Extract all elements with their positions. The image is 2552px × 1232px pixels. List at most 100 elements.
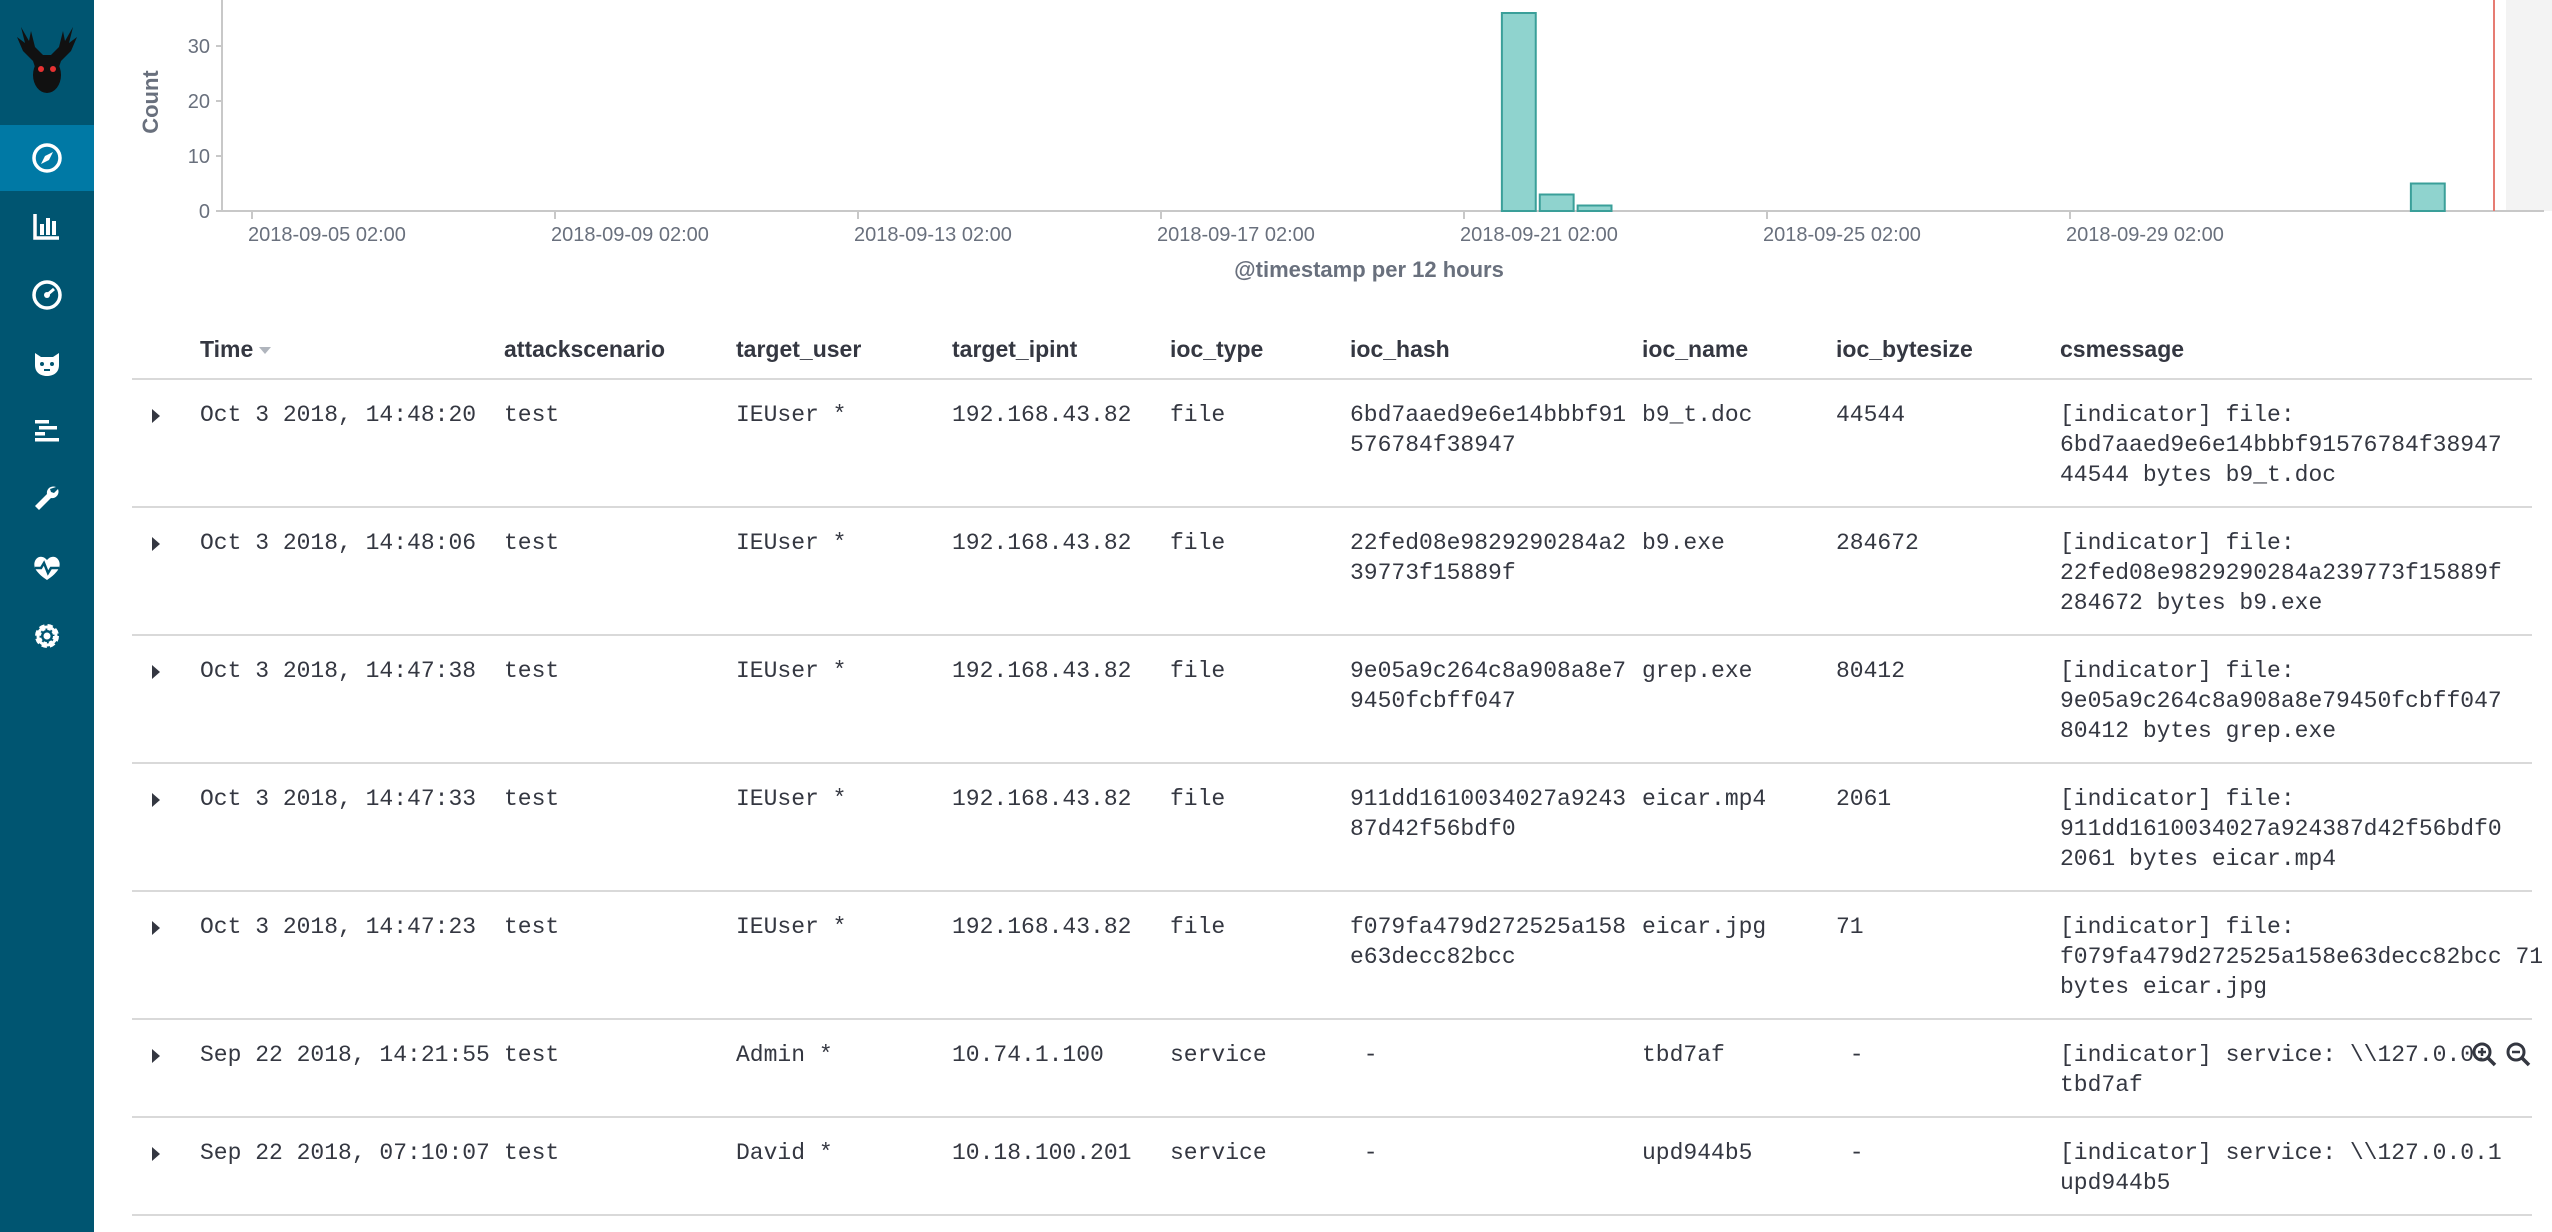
x-tick-label: 2018-09-17 02:00 bbox=[1157, 224, 1315, 246]
expand-row-arrow-icon[interactable] bbox=[152, 537, 160, 551]
cell-target-user: IEUser * bbox=[736, 658, 847, 684]
x-tick-label: 2018-09-09 02:00 bbox=[551, 224, 709, 246]
cell-csmessage: [indicator] file: 22fed08e9829290284a239… bbox=[2060, 530, 2502, 616]
expand-row-arrow-icon[interactable] bbox=[152, 1049, 160, 1063]
sidebar-item-wrench[interactable] bbox=[0, 466, 94, 532]
column-header-label: attackscenario bbox=[504, 336, 666, 362]
expand-row-arrow-icon[interactable] bbox=[152, 921, 160, 935]
cell-ioc-type: service bbox=[1170, 1042, 1267, 1068]
y-tick-label: 0 bbox=[199, 201, 210, 223]
cell-ioc-bytesize: 71 bbox=[1836, 914, 1864, 940]
filter-out-value-zoom-out-icon[interactable] bbox=[2504, 1040, 2532, 1068]
cell-target-user: IEUser * bbox=[736, 914, 847, 940]
heartbeat-icon bbox=[34, 556, 60, 580]
cell-csmessage: [indicator] service: \\127.0.0.1 upd944b… bbox=[2060, 1140, 2502, 1196]
table-row: Oct 3 2018, 14:47:38 test IEUser * 192.168.… bbox=[132, 636, 2532, 764]
cell-ioc-hash: 6bd7aaed9e6e14bbbf91 576784f38947 bbox=[1350, 402, 1627, 458]
cell-target-user: IEUser * bbox=[736, 786, 847, 812]
cell-ioc-bytesize: 80412 bbox=[1836, 658, 1906, 684]
column-header-time[interactable]: Time bbox=[200, 336, 272, 363]
column-header-label: ioc_bytesize bbox=[1836, 336, 1973, 362]
cell-ioc-bytesize: 2061 bbox=[1836, 786, 1892, 812]
column-header-label: Time bbox=[200, 336, 254, 362]
column-header-ioc-type[interactable]: ioc_type bbox=[1170, 336, 1263, 363]
cell-attackscenario: test bbox=[504, 530, 560, 556]
cell-ioc-name: b9_t.doc bbox=[1642, 402, 1753, 428]
sidebar-item-visualize-bar-chart[interactable] bbox=[0, 193, 94, 259]
cell-time: Sep 22 2018, 07:10:07 bbox=[200, 1140, 490, 1166]
cell-csmessage: [indicator] file: 911dd1610034027a924387… bbox=[2060, 786, 2502, 872]
cell-time: Oct 3 2018, 14:47:23 bbox=[200, 914, 477, 940]
x-tick-label: 2018-09-29 02:00 bbox=[2066, 224, 2224, 246]
deer-head-icon bbox=[17, 27, 77, 93]
cell-target-ipint: 192.168.43.82 bbox=[952, 530, 1132, 556]
histogram-svg: 0 10 20 30 Count 2018-09-05 02:00 2018-09-09 0… bbox=[138, 0, 2552, 282]
y-axis-label: Count bbox=[138, 70, 163, 134]
cell-attackscenario: test bbox=[504, 658, 560, 684]
cell-time: Oct 3 2018, 14:47:38 bbox=[200, 658, 477, 684]
table-row: Oct 3 2018, 14:47:23 test IEUser * 192.168.… bbox=[132, 892, 2543, 1020]
cell-ioc-hash: 22fed08e9829290284a2 39773f15889f bbox=[1350, 530, 1627, 586]
sort-descending-icon[interactable] bbox=[259, 347, 272, 355]
table-body: Oct 3 2018, 14:48:20 test IEUser * 192.168.… bbox=[132, 380, 2543, 1216]
cell-time: Oct 3 2018, 14:48:06 bbox=[200, 530, 477, 556]
cell-time: Sep 22 2018, 14:21:55 bbox=[200, 1042, 490, 1068]
x-tick-label: 2018-09-21 02:00 bbox=[1460, 224, 1618, 246]
expand-row-arrow-icon[interactable] bbox=[152, 409, 160, 423]
cell-target-user: IEUser * bbox=[736, 402, 847, 428]
expand-row-arrow-icon[interactable] bbox=[152, 793, 160, 807]
column-header-target-ipint[interactable]: target_ipint bbox=[952, 336, 1077, 363]
cell-target-ipint: 192.168.43.82 bbox=[952, 402, 1132, 428]
column-header-label: ioc_hash bbox=[1350, 336, 1450, 362]
sidebar-item-discover-compass[interactable] bbox=[0, 125, 94, 191]
cell-ioc-name: tbd7af bbox=[1642, 1042, 1725, 1068]
filter-for-value-zoom-in-icon[interactable] bbox=[2470, 1040, 2498, 1068]
cell-ioc-bytesize: - bbox=[1836, 1140, 1864, 1166]
cell-target-ipint: 192.168.43.82 bbox=[952, 658, 1132, 684]
column-header-ioc-hash[interactable]: ioc_hash bbox=[1350, 336, 1450, 363]
gear-icon bbox=[35, 624, 59, 648]
cell-filter-actions bbox=[2470, 1040, 2532, 1068]
cell-ioc-bytesize: - bbox=[1836, 1042, 1864, 1068]
column-header-target-user[interactable]: target_user bbox=[736, 336, 861, 363]
column-header-label: target_user bbox=[736, 336, 862, 362]
cell-attackscenario: test bbox=[504, 786, 560, 812]
cell-ioc-type: file bbox=[1170, 914, 1226, 940]
deer-logo[interactable] bbox=[0, 0, 94, 124]
cell-ioc-hash: - bbox=[1350, 1140, 1378, 1166]
sidebar-item-timeline-bars[interactable] bbox=[0, 398, 94, 464]
sidebar-item-gear[interactable] bbox=[0, 603, 94, 669]
expand-row-arrow-icon[interactable] bbox=[152, 665, 160, 679]
documents-table: Time attackscenario target_user target_ipin… bbox=[132, 322, 2543, 1216]
cell-csmessage: [indicator] service: \\127.0.0. tbd7af bbox=[2060, 1042, 2488, 1098]
histogram-bar bbox=[1576, 204, 1613, 212]
column-header-label: ioc_type bbox=[1170, 336, 1264, 362]
y-tick-label: 20 bbox=[188, 91, 210, 113]
table-header: Time attackscenario target_user target_ipin… bbox=[132, 322, 2532, 380]
expand-row-arrow-icon[interactable] bbox=[152, 1147, 160, 1161]
histogram-chart: 0 10 20 30 Count 2018-09-05 02:00 2018-09-09 0… bbox=[94, 0, 2552, 300]
column-header-ioc-bytesize[interactable]: ioc_bytesize bbox=[1836, 336, 1973, 363]
table-row: Oct 3 2018, 14:48:06 test IEUser * 192.168.… bbox=[132, 508, 2532, 636]
x-tick-label: 2018-09-05 02:00 bbox=[248, 224, 406, 246]
column-header-csmessage[interactable]: csmessage bbox=[2060, 336, 2184, 363]
sidebar-item-dashboard-gauge[interactable] bbox=[0, 262, 94, 328]
cell-target-ipint: 10.18.100.201 bbox=[952, 1140, 1132, 1166]
cell-time: Oct 3 2018, 14:47:33 bbox=[200, 786, 477, 812]
x-tick-label: 2018-09-13 02:00 bbox=[854, 224, 1012, 246]
cell-attackscenario: test bbox=[504, 914, 560, 940]
cell-ioc-bytesize: 44544 bbox=[1836, 402, 1906, 428]
column-header-attackscenario[interactable]: attackscenario bbox=[504, 336, 665, 363]
cell-attackscenario: test bbox=[504, 402, 560, 428]
cell-csmessage: [indicator] file: f079fa479d272525a158e6… bbox=[2060, 914, 2544, 1000]
cell-ioc-type: file bbox=[1170, 658, 1226, 684]
sidebar-item-bear-face[interactable] bbox=[0, 330, 94, 396]
cell-ioc-hash: 9e05a9c264c8a908a8e7 9450fcbff047 bbox=[1350, 658, 1627, 714]
sidebar bbox=[0, 0, 94, 1232]
column-header-ioc-name[interactable]: ioc_name bbox=[1642, 336, 1748, 363]
cell-target-user: Admin * bbox=[736, 1042, 833, 1068]
cell-ioc-name: upd944b5 bbox=[1642, 1140, 1753, 1166]
timeline-bars-icon bbox=[35, 420, 59, 442]
x-tick-label: 2018-09-25 02:00 bbox=[1763, 224, 1921, 246]
sidebar-item-heartbeat[interactable] bbox=[0, 535, 94, 601]
